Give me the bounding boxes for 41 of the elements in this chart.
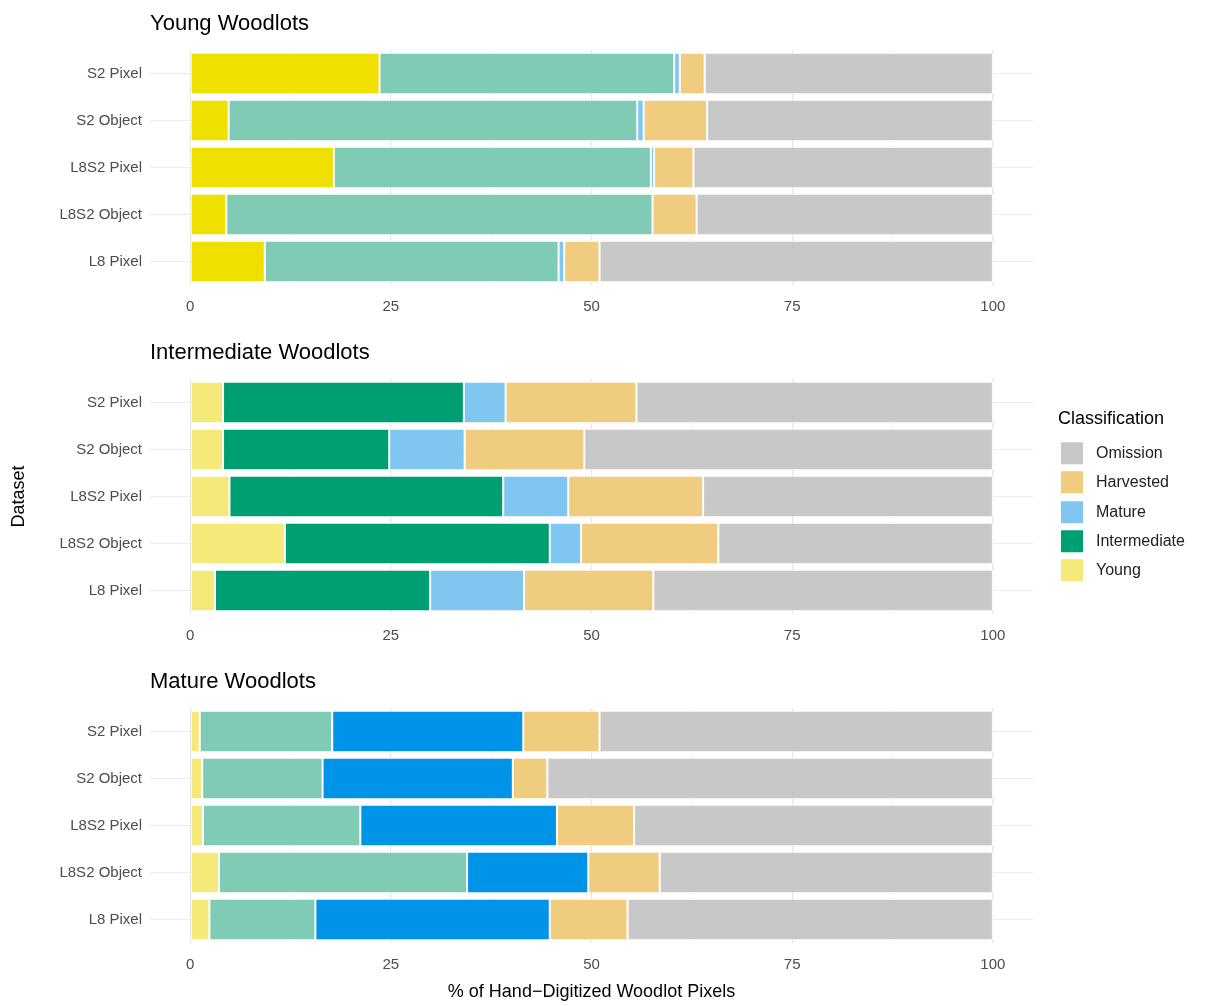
chart-title: Young Woodlots — [150, 10, 310, 36]
x-tick-label: 0 — [185, 297, 195, 315]
y-tick-label: S2 Object — [76, 110, 143, 128]
x-axis-title: % of Hand−Digitized Woodlot Pixels — [447, 981, 736, 1002]
chart-title: Intermediate Woodlots — [150, 339, 370, 365]
y-tick-label: S2 Pixel — [86, 63, 142, 81]
y-tick-label: S2 Pixel — [86, 392, 142, 410]
y-tick-label: L8S2 Object — [59, 204, 143, 222]
x-tick-label: 25 — [382, 626, 400, 644]
x-tick-label: 75 — [783, 297, 801, 315]
y-tick-label: L8 Pixel — [88, 580, 142, 598]
x-tick-label: 100 — [980, 955, 1006, 973]
y-tick-label: L8 Pixel — [88, 909, 142, 927]
y-tick-label: S2 Pixel — [86, 721, 142, 739]
x-tick-label: 75 — [783, 955, 801, 973]
x-tick-label: 0 — [185, 626, 195, 644]
y-tick-label: S2 Object — [76, 768, 143, 786]
y-tick-label: S2 Object — [76, 439, 143, 457]
y-tick-label: L8 Pixel — [88, 251, 142, 269]
y-tick-label: L8S2 Object — [59, 862, 143, 880]
x-tick-label: 25 — [382, 297, 400, 315]
x-tick-label: 75 — [783, 626, 801, 644]
x-tick-label: 100 — [980, 297, 1006, 315]
legend-label: Young — [1096, 561, 1141, 580]
legend-label: Harvested — [1096, 473, 1169, 492]
y-tick-label: L8S2 Pixel — [70, 486, 142, 504]
y-tick-label: L8S2 Object — [59, 533, 143, 551]
legend-label: Intermediate — [1096, 532, 1185, 551]
y-tick-label: L8S2 Pixel — [70, 815, 142, 833]
x-tick-label: 50 — [583, 626, 600, 644]
x-tick-label: 50 — [583, 297, 600, 315]
x-tick-label: 50 — [583, 955, 600, 973]
legend-title: Classification — [1058, 407, 1166, 429]
legend-label: Omission — [1096, 444, 1163, 463]
legend-label: Mature — [1096, 502, 1146, 521]
y-axis-title: Dataset — [7, 465, 28, 528]
y-tick-label: L8S2 Pixel — [70, 157, 142, 175]
x-tick-label: 25 — [382, 955, 400, 973]
chart-title: Mature Woodlots — [150, 668, 316, 694]
x-tick-label: 100 — [980, 626, 1006, 644]
x-tick-label: 0 — [185, 955, 195, 973]
